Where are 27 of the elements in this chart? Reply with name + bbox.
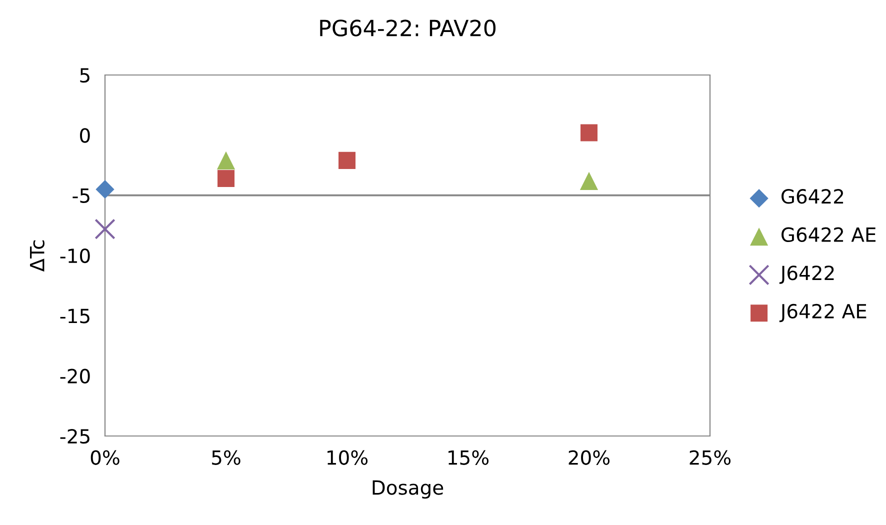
x-tick-label: 25%: [690, 450, 731, 465]
y-axis-title: ΔTc: [30, 240, 44, 272]
point: [217, 170, 235, 187]
point: [580, 172, 598, 190]
y-tick-label: -25: [60, 428, 90, 444]
x-axis-title: Dosage: [372, 480, 444, 499]
y-tick-label: 0: [80, 128, 90, 143]
chart-title: PG64-22: PAV20: [320, 20, 496, 36]
x-tick-label: 10%: [328, 450, 368, 465]
point: [338, 152, 356, 169]
y-tick-label: -10: [60, 248, 90, 264]
point: [216, 151, 236, 170]
y-tick-label: -5: [72, 188, 90, 203]
legend-label: G6422: [782, 189, 844, 204]
point: [94, 218, 116, 240]
y-tick-label: 5: [80, 68, 90, 83]
legend-label: G6422 AE: [782, 227, 876, 242]
y-tick-label: -20: [60, 368, 90, 384]
point: [96, 180, 114, 199]
x-tick-label: 0%: [90, 450, 120, 465]
legend-label: J6422: [779, 266, 834, 284]
x-tick-label: 15%: [448, 450, 489, 465]
point: [580, 124, 598, 142]
legend-label: J6422 AE: [779, 304, 866, 322]
x-tick-label: 5%: [212, 450, 240, 465]
x-tick-label: 20%: [568, 450, 610, 465]
y-tick-label: -15: [60, 308, 90, 324]
